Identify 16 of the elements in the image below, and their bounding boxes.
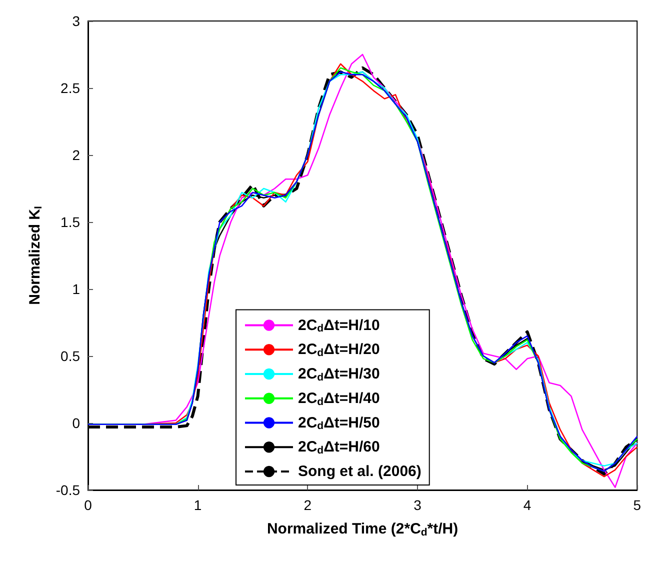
- y-tick-label: 1: [72, 281, 80, 297]
- y-tick-label: 2: [72, 147, 80, 163]
- y-tick-label: 0.5: [60, 348, 80, 364]
- x-tick-label: 2: [304, 497, 312, 513]
- x-tick-label: 1: [194, 497, 202, 513]
- y-axis-title: Normalized KI: [26, 206, 44, 305]
- x-tick-label: 5: [633, 497, 642, 513]
- y-tick-label: 2.5: [60, 80, 80, 96]
- legend-label: Song et al. (2006): [298, 463, 422, 480]
- y-tick-label: 1.5: [60, 214, 80, 230]
- y-tick-label: -0.5: [56, 482, 80, 498]
- y-tick-label: 0: [72, 415, 80, 431]
- x-tick-label: 0: [84, 497, 92, 513]
- x-tick-label: 3: [414, 497, 422, 513]
- x-tick-label: 4: [523, 497, 532, 513]
- y-tick-label: 3: [72, 13, 80, 29]
